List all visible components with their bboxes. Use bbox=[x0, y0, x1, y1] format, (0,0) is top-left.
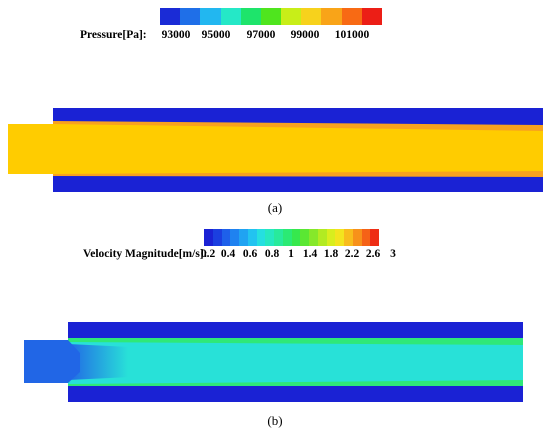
velocity-contour-field bbox=[24, 322, 523, 402]
velocity-color-swatch bbox=[361, 229, 371, 246]
velocity-colorbar-label: Velocity Magnitude[m/s]: bbox=[83, 248, 208, 260]
velocity-color-swatch bbox=[309, 229, 318, 246]
velocity-color-swatch bbox=[300, 229, 309, 246]
velocity-color-swatch bbox=[265, 229, 274, 246]
pressure-tick: 95000 bbox=[201, 29, 231, 41]
velocity-tick: 1.8 bbox=[323, 248, 339, 260]
caption-a: (a) bbox=[267, 200, 283, 215]
velocity-color-swatch bbox=[212, 229, 222, 246]
velocity-color-swatch bbox=[274, 229, 283, 246]
velocity-tick: 2.2 bbox=[344, 248, 360, 260]
pressure-colorbar-label: Pressure[Pa]: bbox=[80, 29, 147, 41]
pressure-color-swatch bbox=[321, 8, 342, 25]
pressure-contour-field bbox=[8, 108, 543, 192]
pressure-tick: 93000 bbox=[161, 29, 191, 41]
pressure-color-swatch bbox=[260, 8, 282, 25]
caption-b: (b) bbox=[267, 413, 283, 428]
pressure-tick: 101000 bbox=[334, 29, 370, 41]
velocity-color-swatch bbox=[221, 229, 231, 246]
velocity-tick: 0.4 bbox=[220, 248, 236, 260]
velocity-color-swatch bbox=[326, 229, 336, 246]
velocity-panel: Velocity Magnitude[m/s]: 0.2 0.4 0.6 0.8… bbox=[0, 220, 550, 437]
velocity-color-swatch bbox=[352, 229, 362, 246]
velocity-tick: 0.2 bbox=[200, 248, 216, 260]
pressure-color-swatch bbox=[301, 8, 322, 25]
velocity-color-swatch bbox=[204, 229, 213, 246]
pressure-color-swatch bbox=[281, 8, 302, 25]
velocity-tick: 2.6 bbox=[365, 248, 381, 260]
velocity-tick: 3 bbox=[390, 248, 396, 260]
velocity-tick: 1.4 bbox=[302, 248, 318, 260]
velocity-color-swatch bbox=[291, 229, 301, 246]
velocity-color-swatch bbox=[247, 229, 257, 246]
pressure-colorbar bbox=[160, 8, 382, 25]
pressure-tick: 97000 bbox=[246, 29, 276, 41]
pressure-color-swatch bbox=[240, 8, 261, 25]
velocity-tick: 0.8 bbox=[264, 248, 280, 260]
pressure-color-swatch bbox=[180, 8, 201, 25]
pressure-color-swatch bbox=[341, 8, 362, 25]
velocity-low-jet-region bbox=[68, 344, 240, 380]
pressure-panel: Pressure[Pa]: 93000 95000 97000 99000 10… bbox=[8, 8, 543, 215]
pressure-color-swatch bbox=[361, 8, 382, 25]
velocity-color-swatch bbox=[370, 229, 379, 246]
pressure-tick: 99000 bbox=[290, 29, 320, 41]
velocity-color-swatch bbox=[335, 229, 344, 246]
velocity-tick: 0.6 bbox=[242, 248, 258, 260]
velocity-color-swatch bbox=[230, 229, 239, 246]
velocity-color-swatch bbox=[256, 229, 266, 246]
velocity-color-swatch bbox=[317, 229, 327, 246]
velocity-tick: 1 bbox=[288, 248, 294, 260]
velocity-color-swatch bbox=[239, 229, 248, 246]
pressure-core-region bbox=[8, 124, 543, 174]
velocity-color-swatch bbox=[282, 229, 292, 246]
pressure-color-swatch bbox=[220, 8, 241, 25]
inlet-duct bbox=[24, 340, 80, 383]
pressure-color-swatch bbox=[200, 8, 221, 25]
velocity-color-swatch bbox=[344, 229, 353, 246]
pressure-color-swatch bbox=[160, 8, 181, 25]
velocity-colorbar bbox=[204, 229, 379, 246]
